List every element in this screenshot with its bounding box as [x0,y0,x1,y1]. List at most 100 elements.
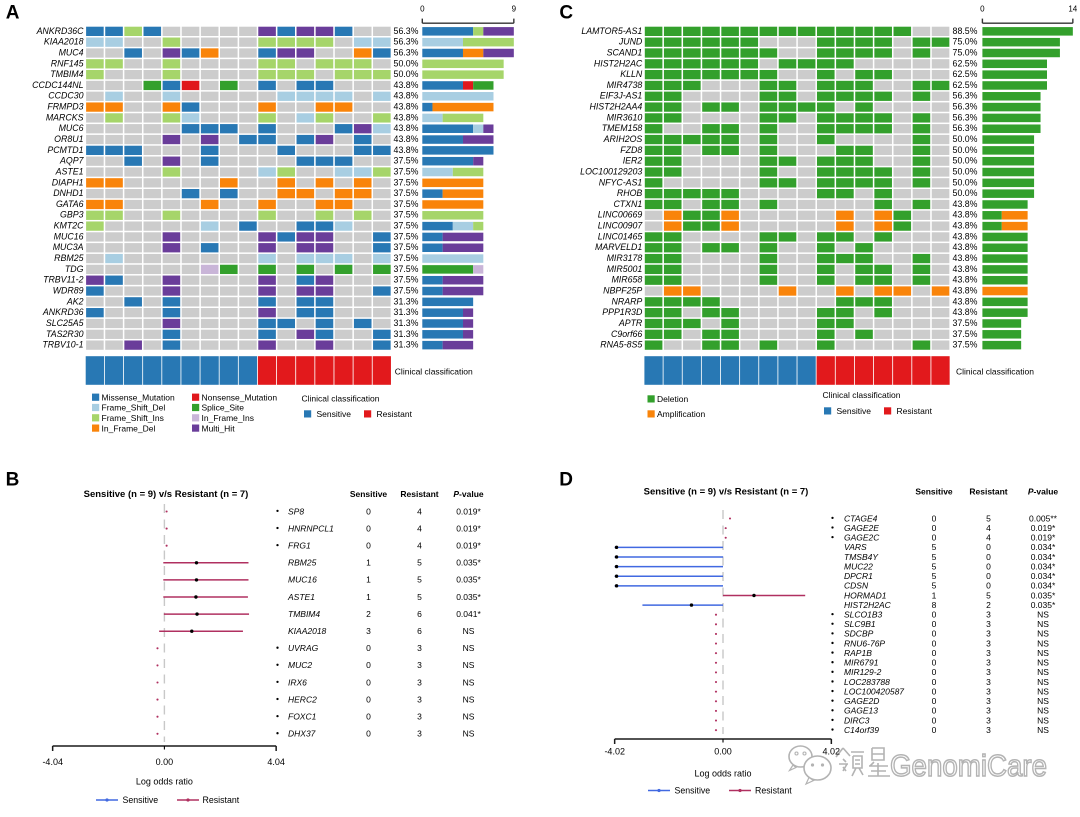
svg-text:3: 3 [986,619,991,629]
svg-text:DNHD1: DNHD1 [53,188,83,198]
svg-text:0.00: 0.00 [156,757,174,767]
svg-text:0.034*: 0.034* [1031,542,1056,552]
svg-text:Resistant: Resistant [897,406,933,416]
svg-text:43.8%: 43.8% [394,91,419,101]
svg-text:EIF3J-AS1: EIF3J-AS1 [600,91,643,101]
svg-text:43.8%: 43.8% [394,112,419,122]
svg-text:Resistant: Resistant [203,795,240,805]
svg-text:MUC16: MUC16 [288,575,317,585]
svg-text:50.0%: 50.0% [953,156,978,166]
svg-text:MARVELD1: MARVELD1 [595,242,642,252]
svg-text:P-value: P-value [453,489,484,499]
svg-text:HIST2H2AC: HIST2H2AC [844,600,892,610]
svg-text:Sensitive (n = 9) v/s Resistan: Sensitive (n = 9) v/s Resistant (n = 7) [84,489,249,500]
svg-text:NS: NS [463,729,475,739]
svg-text:5: 5 [986,590,991,600]
svg-text:JUND: JUND [618,37,643,47]
svg-text:ARIH2OS: ARIH2OS [603,134,643,144]
svg-text:3: 3 [986,610,991,620]
svg-text:TMBIM4: TMBIM4 [288,609,320,619]
svg-text:37.5%: 37.5% [394,264,419,274]
svg-text:-4.04: -4.04 [42,757,63,767]
svg-text:B: B [6,469,20,490]
svg-text:Sensitive: Sensitive [123,795,159,805]
svg-text:37.5%: 37.5% [394,188,419,198]
svg-text:IRX6: IRX6 [288,677,307,687]
svg-text:MUC2: MUC2 [288,660,312,670]
svg-text:0: 0 [366,643,371,653]
svg-text:4.02: 4.02 [823,747,841,757]
svg-text:SCAND1: SCAND1 [607,47,643,57]
svg-text:Log odds ratio: Log odds ratio [136,777,193,787]
svg-text:0: 0 [932,677,937,687]
svg-text:NS: NS [1037,696,1049,706]
svg-text:43.8%: 43.8% [953,286,978,296]
svg-text:0: 0 [932,629,937,639]
svg-text:0: 0 [932,638,937,648]
svg-text:50.0%: 50.0% [953,177,978,187]
svg-text:GATA6: GATA6 [56,199,84,209]
svg-text:43.8%: 43.8% [394,80,419,90]
svg-text:5: 5 [986,513,991,523]
svg-text:Sensitive: Sensitive [350,489,388,499]
svg-text:In_Frame_Ins: In_Frame_Ins [202,413,254,423]
svg-text:0: 0 [932,610,937,620]
svg-text:UVRAG: UVRAG [288,643,319,653]
svg-text:43.8%: 43.8% [394,102,419,112]
svg-text:Clinical classification: Clinical classification [823,390,901,400]
svg-text:5: 5 [932,571,937,581]
svg-text:NS: NS [1037,638,1049,648]
svg-text:0: 0 [366,541,371,551]
svg-text:LINC00669: LINC00669 [598,210,643,220]
svg-text:WDR89: WDR89 [53,286,84,296]
svg-text:0: 0 [986,552,991,562]
svg-text:C14orf39: C14orf39 [844,725,879,735]
svg-text:0.00: 0.00 [714,747,732,757]
svg-text:TMBIM4: TMBIM4 [50,69,83,79]
svg-text:56.3%: 56.3% [953,91,978,101]
svg-text:8: 8 [932,600,937,610]
svg-text:KLLN: KLLN [620,69,643,79]
svg-text:0: 0 [366,712,371,722]
svg-text:MUC22: MUC22 [844,561,873,571]
svg-text:PCMTD1: PCMTD1 [47,145,83,155]
svg-text:3: 3 [986,687,991,697]
svg-text:31.3%: 31.3% [394,329,419,339]
svg-text:56.3%: 56.3% [394,47,419,57]
svg-text:RHOB: RHOB [617,188,643,198]
svg-text:0: 0 [932,658,937,668]
svg-text:NS: NS [1037,667,1049,677]
svg-text:0: 0 [366,523,371,533]
svg-text:GAGE2D: GAGE2D [844,696,879,706]
svg-text:CTAGE4: CTAGE4 [844,513,878,523]
svg-text:LAMTOR5-AS1: LAMTOR5-AS1 [581,26,642,36]
svg-text:-4.02: -4.02 [604,747,625,757]
svg-text:0: 0 [932,725,937,735]
svg-text:P-value: P-value [1028,487,1059,497]
svg-text:AK2: AK2 [66,296,84,306]
svg-text:37.5%: 37.5% [953,340,978,350]
svg-text:5: 5 [417,558,422,568]
svg-text:Clinical classification: Clinical classification [395,367,473,377]
svg-text:43.8%: 43.8% [394,134,419,144]
svg-text:0: 0 [932,687,937,697]
svg-text:DIRC3: DIRC3 [844,715,870,725]
svg-text:Sensitive: Sensitive [317,409,352,419]
svg-text:TMSB4Y: TMSB4Y [844,552,879,562]
svg-text:43.8%: 43.8% [953,264,978,274]
svg-text:0.034*: 0.034* [1031,561,1056,571]
svg-text:50.0%: 50.0% [953,134,978,144]
svg-text:43.8%: 43.8% [394,145,419,155]
svg-text:Missense_Mutation: Missense_Mutation [102,392,176,402]
svg-text:NBPF25P: NBPF25P [603,286,642,296]
svg-text:0.005**: 0.005** [1029,513,1058,523]
svg-text:MUC16: MUC16 [54,231,84,241]
svg-text:TAS2R30: TAS2R30 [46,329,84,339]
svg-text:MIR3610: MIR3610 [607,112,643,122]
svg-text:0.034*: 0.034* [1031,581,1056,591]
svg-text:3: 3 [986,725,991,735]
svg-text:37.5%: 37.5% [394,242,419,252]
svg-text:0.019*: 0.019* [1031,533,1056,543]
svg-text:A: A [6,2,20,23]
svg-text:0: 0 [932,523,937,533]
